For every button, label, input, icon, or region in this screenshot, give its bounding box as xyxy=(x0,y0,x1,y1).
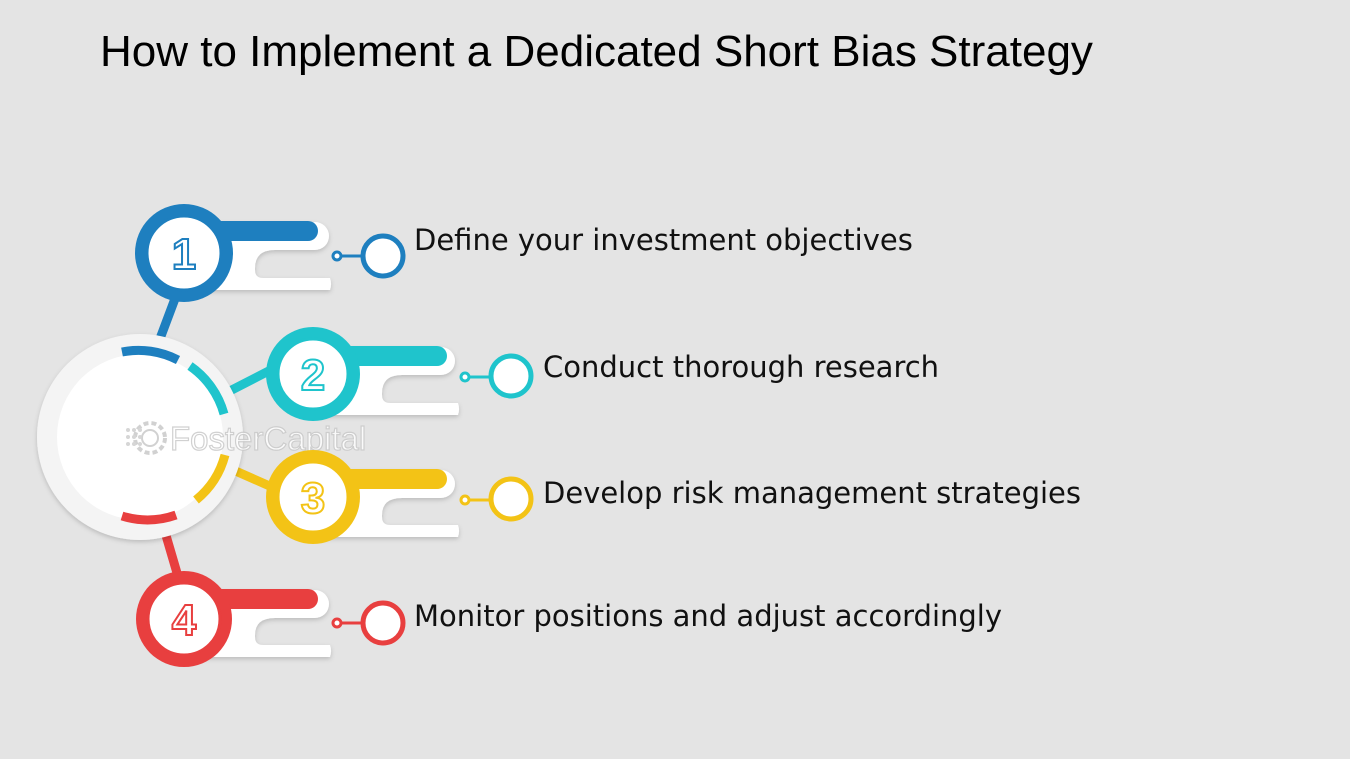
step-1-badge xyxy=(145,214,223,292)
step-2: 2 xyxy=(266,327,534,421)
step-4-badge xyxy=(146,581,222,657)
step-3-number: 3 xyxy=(301,474,325,523)
step-4-label: Monitor positions and adjust accordingly xyxy=(414,599,1003,633)
gear-icon xyxy=(133,421,167,455)
watermark-logo: FosterCapital xyxy=(126,419,367,458)
step-2-label: Conduct thorough research xyxy=(543,350,940,384)
step-3-label: Develop risk management strategies xyxy=(543,476,1081,510)
step-3-end-circle xyxy=(488,476,534,522)
watermark-text: FosterCapital xyxy=(170,420,366,457)
diagram-title: How to Implement a Dedicated Short Bias … xyxy=(100,27,1093,76)
step-4: 4 xyxy=(136,571,406,667)
step-2-end-circle xyxy=(488,353,534,399)
step-4-end-circle xyxy=(360,600,406,646)
step-2-number: 2 xyxy=(301,351,325,400)
step-3-badge xyxy=(276,460,350,534)
step-3: 3 xyxy=(266,450,534,544)
step-1-end-circle xyxy=(360,233,406,279)
step-1-number: 1 xyxy=(172,230,196,279)
step-1-label: Define your investment objectives xyxy=(414,223,913,257)
dot-grid-icon xyxy=(126,428,142,446)
step-2-badge xyxy=(276,337,350,411)
step-4-number: 4 xyxy=(172,596,197,645)
step-1: 1 xyxy=(135,204,406,302)
